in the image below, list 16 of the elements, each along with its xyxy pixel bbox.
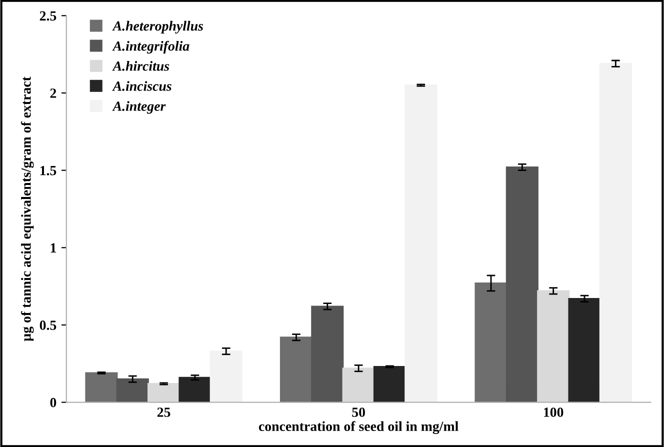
x-tick-label: 100 xyxy=(544,408,564,417)
legend-label: A.hircitus xyxy=(112,61,170,71)
legend-label: A.heterophyllus xyxy=(112,20,204,34)
y-tick-label: 1.5 xyxy=(40,166,56,176)
x-axis-title: concentration of seed oil in mg/ml xyxy=(258,421,458,434)
legend-label: A.inciscus xyxy=(112,81,172,91)
legend-label: A.integrifolia xyxy=(112,40,190,54)
x-tick-label: 25 xyxy=(157,408,170,417)
x-tick-label: 50 xyxy=(352,408,365,417)
y-tick-label: 2.5 xyxy=(40,11,56,21)
y-tick-label: 0 xyxy=(50,398,56,408)
legend-label: A.integer xyxy=(112,101,166,114)
y-tick-label: 1 xyxy=(50,243,56,252)
y-tick-label: 0.5 xyxy=(40,320,56,330)
y-tick-label: 2 xyxy=(50,88,56,98)
y-axis-title: µg of tannic acid equivalents/gram of extract xyxy=(20,76,34,342)
